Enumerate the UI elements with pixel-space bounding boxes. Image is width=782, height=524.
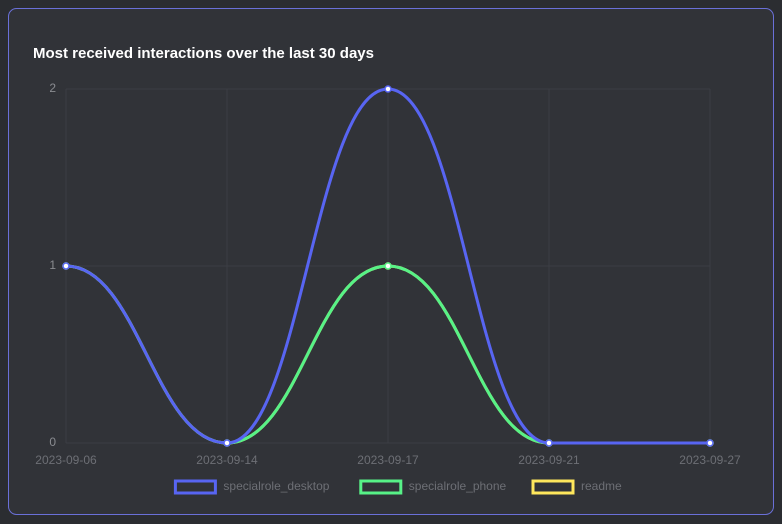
data-point [223,439,231,447]
x-tick-label: 2023-09-21 [518,453,580,467]
y-tick-label: 0 [49,435,56,449]
data-point [545,439,553,447]
legend-swatch [359,479,403,495]
legend-label: specialrole_desktop [223,479,329,493]
data-point [706,439,714,447]
x-tick-label: 2023-09-27 [679,453,741,467]
legend-swatch [173,479,217,495]
x-tick-label: 2023-09-14 [196,453,258,467]
legend-label: specialrole_phone [409,479,507,493]
x-tick-label: 2023-09-17 [357,453,419,467]
card [8,8,774,515]
legend-label: readme [581,479,622,493]
data-point [62,262,70,270]
data-point [384,262,392,270]
legend-swatch [531,479,575,495]
y-tick-label: 2 [49,81,56,95]
chart-title: Most received interactions over the last… [33,45,374,62]
y-tick-label: 1 [49,258,56,272]
data-point [384,85,392,93]
x-tick-label: 2023-09-06 [35,453,97,467]
